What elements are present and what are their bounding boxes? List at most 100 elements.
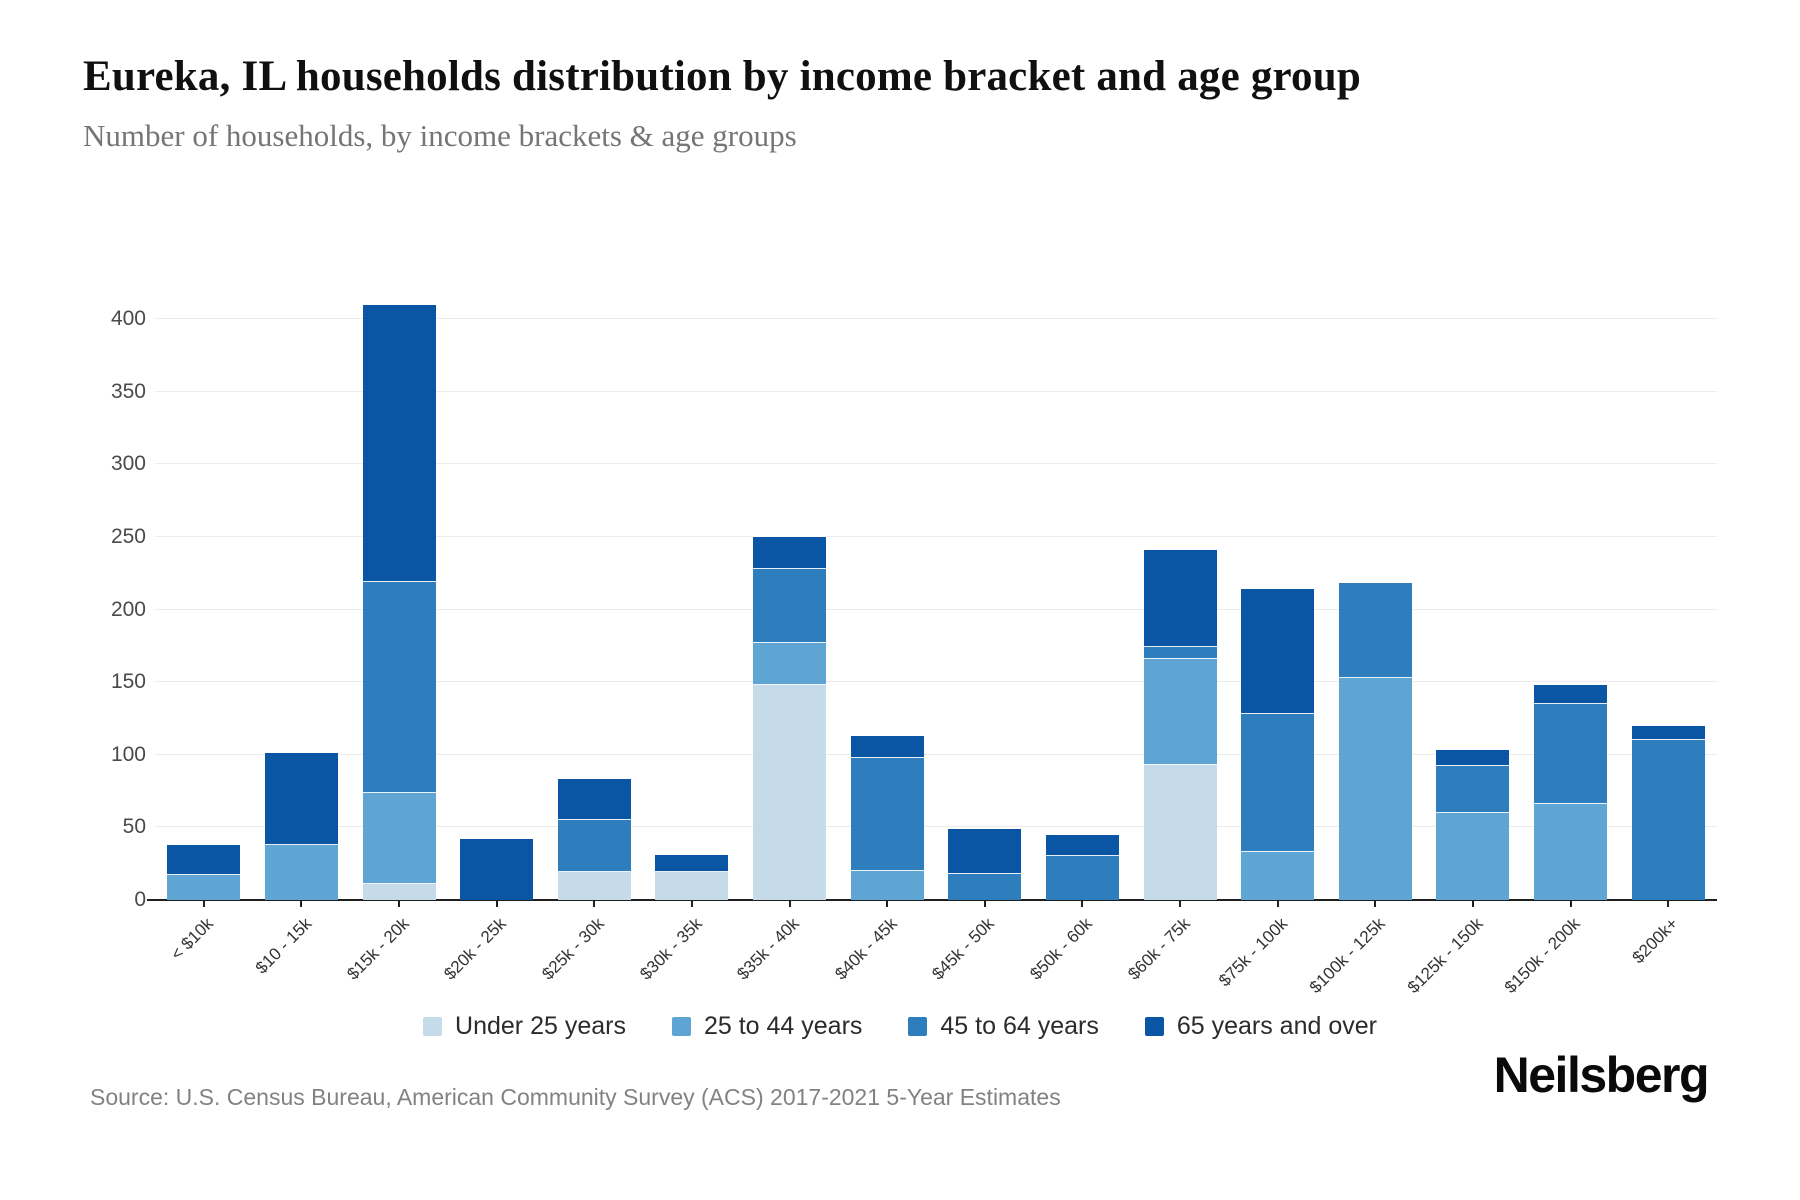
bar[interactable] bbox=[948, 828, 1022, 900]
y-tick-label: 350 bbox=[110, 379, 146, 403]
x-tick-label: $20k - 25k bbox=[440, 914, 511, 984]
bar-segment[interactable] bbox=[1241, 714, 1315, 853]
bar-segment[interactable] bbox=[167, 844, 241, 876]
x-tick-label: $100k - 125k bbox=[1305, 914, 1389, 997]
y-tick-label: 250 bbox=[110, 524, 146, 548]
bar-segment[interactable] bbox=[1241, 852, 1315, 900]
bar-slot bbox=[643, 854, 741, 900]
bar-segment[interactable] bbox=[264, 844, 338, 900]
bar-slot bbox=[838, 735, 936, 900]
x-tick bbox=[1471, 900, 1474, 907]
x-tick bbox=[1081, 900, 1084, 907]
bar-segment[interactable] bbox=[948, 873, 1022, 900]
bar-segment[interactable] bbox=[557, 820, 631, 873]
page-title: Eureka, IL households distribution by in… bbox=[83, 53, 1361, 100]
bar-segment[interactable] bbox=[655, 854, 729, 873]
bar-segment[interactable] bbox=[1045, 856, 1119, 900]
bar[interactable] bbox=[557, 779, 631, 900]
bar-segment[interactable] bbox=[1436, 812, 1510, 900]
bar-segment[interactable] bbox=[1631, 740, 1705, 900]
bar[interactable] bbox=[655, 854, 729, 900]
bar-segment[interactable] bbox=[1534, 703, 1608, 805]
y-tick-label: 50 bbox=[122, 815, 146, 839]
bar-segment[interactable] bbox=[1143, 647, 1217, 659]
bar-segment[interactable] bbox=[1534, 685, 1608, 704]
source-note: Source: U.S. Census Bureau, American Com… bbox=[90, 1084, 1061, 1110]
bar-segment[interactable] bbox=[850, 870, 924, 900]
bar-segment[interactable] bbox=[362, 304, 436, 582]
bar-slot bbox=[253, 753, 351, 900]
legend-label: 45 to 64 years bbox=[940, 1011, 1099, 1040]
bar[interactable] bbox=[460, 839, 534, 900]
bar-segment[interactable] bbox=[655, 872, 729, 900]
bar[interactable] bbox=[1241, 589, 1315, 900]
legend-item[interactable]: 65 years and over bbox=[1144, 1012, 1377, 1041]
bar-segment[interactable] bbox=[1143, 549, 1217, 648]
bar-segment[interactable] bbox=[264, 753, 338, 845]
x-tick-label: < $10k bbox=[167, 914, 218, 964]
bar-segment[interactable] bbox=[753, 685, 827, 900]
legend-item[interactable]: 25 to 44 years bbox=[671, 1012, 862, 1041]
x-tick-label: $50k - 60k bbox=[1026, 914, 1096, 984]
bar-segment[interactable] bbox=[167, 875, 241, 900]
bar-slot bbox=[1229, 589, 1327, 900]
bar-segment[interactable] bbox=[362, 884, 436, 900]
bar-segment[interactable] bbox=[1436, 750, 1510, 767]
bar[interactable] bbox=[1143, 549, 1217, 900]
bar-segment[interactable] bbox=[850, 757, 924, 871]
plot-area: < $10k $10 - 15k $15k - 20k $20k - 25k $25k … bbox=[147, 280, 1717, 997]
bar-segment[interactable] bbox=[1045, 834, 1119, 857]
bar-segment[interactable] bbox=[1338, 583, 1412, 678]
gridline bbox=[155, 390, 1717, 392]
bar-slot bbox=[546, 779, 644, 900]
x-tick bbox=[886, 900, 889, 907]
bar[interactable] bbox=[1045, 834, 1119, 900]
bar-segment[interactable] bbox=[557, 872, 631, 900]
legend-item[interactable]: Under 25 years bbox=[423, 1012, 626, 1041]
bar[interactable] bbox=[362, 304, 436, 900]
bar-segment[interactable] bbox=[1436, 766, 1510, 813]
gridline bbox=[155, 826, 1717, 828]
y-tick-label: 150 bbox=[110, 670, 146, 694]
x-tick-label: $60k - 75k bbox=[1123, 914, 1194, 984]
bar-segment[interactable] bbox=[948, 828, 1022, 874]
bar-slot bbox=[1619, 725, 1717, 900]
legend-item[interactable]: 45 to 64 years bbox=[908, 1011, 1099, 1041]
bar-segment[interactable] bbox=[362, 581, 436, 793]
legend: Under 25 years 25 to 44 years 45 to 64 yea… bbox=[0, 1008, 1800, 1044]
bar-segment[interactable] bbox=[1534, 804, 1608, 900]
bar[interactable] bbox=[850, 735, 924, 900]
bar-segment[interactable] bbox=[1631, 725, 1705, 741]
bar-segment[interactable] bbox=[753, 536, 827, 569]
bar-segment[interactable] bbox=[753, 568, 827, 643]
bar-segment[interactable] bbox=[1143, 764, 1217, 900]
bar-segment[interactable] bbox=[557, 779, 631, 821]
x-tick-label: $30k - 35k bbox=[635, 914, 706, 984]
bar[interactable] bbox=[1436, 750, 1510, 900]
x-tick bbox=[1569, 900, 1572, 907]
legend-swatch-icon bbox=[908, 1016, 928, 1036]
bar-segment[interactable] bbox=[753, 642, 827, 686]
bar-slot bbox=[1522, 685, 1620, 900]
x-tick bbox=[1374, 900, 1377, 907]
bar-segment[interactable] bbox=[1338, 677, 1412, 900]
bar-segment[interactable] bbox=[1241, 589, 1315, 715]
bar[interactable] bbox=[1631, 725, 1705, 900]
bar[interactable] bbox=[1534, 685, 1608, 900]
bar-segment[interactable] bbox=[850, 735, 924, 758]
bar-segment[interactable] bbox=[362, 792, 436, 885]
bar-slot bbox=[1131, 549, 1229, 900]
x-tick bbox=[495, 900, 498, 907]
bar[interactable] bbox=[167, 844, 241, 900]
bar[interactable] bbox=[1338, 583, 1412, 900]
bar-segment[interactable] bbox=[1143, 658, 1217, 765]
bar-segment[interactable] bbox=[460, 839, 534, 900]
gridline bbox=[155, 318, 1717, 319]
bar[interactable] bbox=[753, 536, 827, 900]
bar[interactable] bbox=[264, 753, 338, 900]
y-tick-label: 200 bbox=[110, 597, 146, 621]
page-subtitle: Number of households, by income brackets… bbox=[83, 118, 797, 153]
bar-slot bbox=[448, 839, 546, 900]
gridline bbox=[155, 535, 1717, 537]
